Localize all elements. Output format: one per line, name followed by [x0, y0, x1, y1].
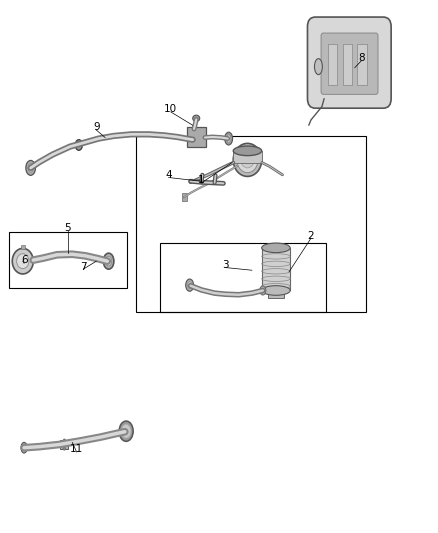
Ellipse shape [186, 279, 194, 291]
Ellipse shape [241, 152, 254, 168]
Ellipse shape [121, 424, 131, 438]
Ellipse shape [23, 445, 25, 451]
Ellipse shape [21, 442, 27, 453]
Ellipse shape [261, 286, 290, 295]
Text: 11: 11 [70, 444, 83, 454]
FancyBboxPatch shape [187, 127, 206, 147]
Ellipse shape [261, 243, 290, 253]
Ellipse shape [103, 253, 114, 269]
Text: 9: 9 [93, 122, 100, 132]
FancyBboxPatch shape [307, 17, 391, 108]
Text: 6: 6 [21, 255, 28, 265]
Ellipse shape [75, 140, 82, 150]
Bar [182, 193, 187, 201]
Ellipse shape [187, 281, 192, 289]
Bar [21, 245, 25, 249]
Ellipse shape [63, 439, 66, 441]
Circle shape [12, 248, 33, 274]
Ellipse shape [63, 448, 66, 450]
Circle shape [17, 254, 29, 269]
FancyBboxPatch shape [321, 33, 378, 94]
Ellipse shape [260, 286, 266, 295]
Bar [233, 151, 262, 163]
Ellipse shape [233, 143, 261, 176]
Bar [136, 136, 366, 312]
Text: 3: 3 [222, 260, 229, 270]
Text: 4: 4 [165, 170, 172, 180]
Bar [9, 232, 127, 288]
Text: 10: 10 [164, 104, 177, 114]
Ellipse shape [225, 132, 233, 145]
Text: 5: 5 [64, 223, 71, 233]
Text: 1: 1 [198, 175, 205, 185]
Text: 8: 8 [358, 53, 365, 62]
Ellipse shape [28, 164, 33, 172]
Bar [268, 289, 284, 298]
Ellipse shape [314, 59, 322, 75]
Bar [343, 44, 352, 85]
Ellipse shape [237, 147, 258, 173]
Bar [262, 248, 290, 290]
Bar [160, 243, 326, 312]
Ellipse shape [193, 115, 200, 122]
Bar [357, 44, 367, 85]
Ellipse shape [226, 135, 231, 142]
Bar [60, 440, 68, 449]
Ellipse shape [119, 421, 133, 441]
Ellipse shape [26, 160, 35, 175]
Bar [328, 44, 337, 85]
Text: 2: 2 [307, 231, 314, 240]
Ellipse shape [106, 256, 112, 266]
Text: 7: 7 [80, 262, 87, 271]
Ellipse shape [233, 146, 261, 156]
